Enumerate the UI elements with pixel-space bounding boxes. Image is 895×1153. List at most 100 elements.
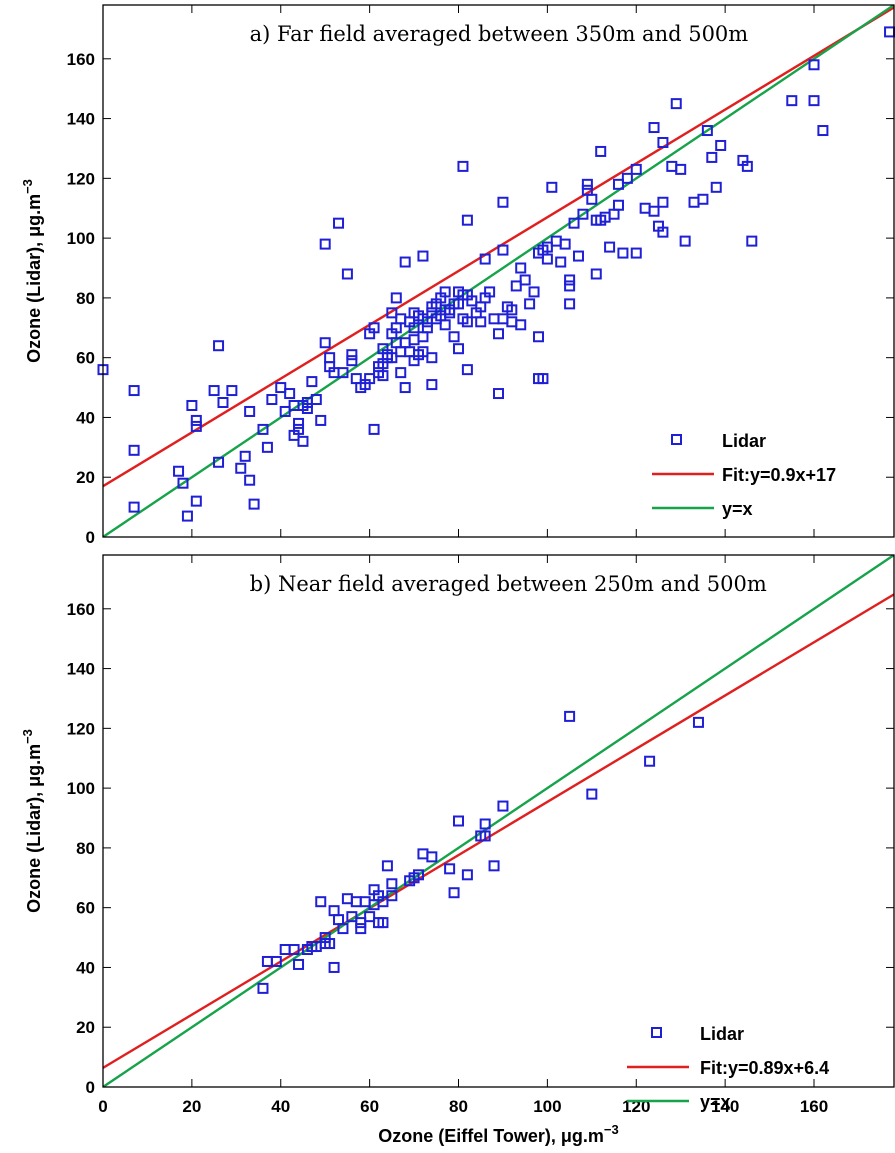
data-point <box>497 244 509 256</box>
data-point <box>421 322 433 334</box>
x-tick-label: 80 <box>449 1097 468 1116</box>
data-point <box>310 394 322 406</box>
data-point <box>657 136 669 148</box>
data-point <box>270 955 282 967</box>
data-point <box>315 896 327 908</box>
chart-title-b: b) Near field averaged between 250m and … <box>250 572 767 596</box>
data-point <box>497 800 509 812</box>
y-axis-label-b: Ozone (Lidar), μg.m−3 <box>20 729 44 913</box>
data-point <box>346 349 358 361</box>
y-tick-label: 0 <box>86 528 95 547</box>
identity-line-b <box>103 555 894 1087</box>
data-point <box>692 716 704 728</box>
data-point <box>604 241 616 253</box>
data-point <box>608 208 620 220</box>
data-point <box>461 869 473 881</box>
data-point <box>341 268 353 280</box>
data-point <box>439 286 451 298</box>
data-point <box>444 863 456 875</box>
data-point <box>479 818 491 830</box>
data-point <box>546 181 558 193</box>
data-point <box>488 313 500 325</box>
y-axis-label-a: Ozone (Lidar), μg.m−3 <box>20 179 44 363</box>
data-point <box>257 982 269 994</box>
data-point <box>457 160 469 172</box>
data-point <box>399 337 411 349</box>
data-point <box>346 355 358 367</box>
legend-label: Fit:y=0.9x+17 <box>722 465 836 485</box>
data-point <box>279 944 291 956</box>
legend-label: y=x <box>700 1092 731 1112</box>
chart-title-a: a) Far field averaged between 350m and 5… <box>250 22 749 46</box>
data-point <box>515 319 527 331</box>
data-point <box>697 193 709 205</box>
data-point <box>377 370 389 382</box>
y-tick-label: 100 <box>67 229 95 248</box>
data-point <box>417 331 429 343</box>
data-point <box>817 125 829 137</box>
data-point <box>786 95 798 107</box>
data-point <box>550 235 562 247</box>
data-point <box>648 122 660 134</box>
data-point <box>261 955 273 967</box>
y-tick-label: 160 <box>67 50 95 69</box>
y-tick-label: 20 <box>76 468 95 487</box>
data-point <box>537 373 549 385</box>
data-point <box>617 247 629 259</box>
data-point <box>453 815 465 827</box>
data-point <box>541 241 553 253</box>
data-point <box>461 364 473 376</box>
data-point <box>475 316 487 328</box>
data-point <box>572 250 584 262</box>
y-tick-label: 120 <box>67 169 95 188</box>
y-tick-label: 60 <box>76 349 95 368</box>
data-point <box>337 923 349 935</box>
data-point <box>213 456 225 468</box>
data-point <box>226 385 238 397</box>
data-point <box>644 755 656 767</box>
data-point <box>555 256 567 268</box>
y-tick-label: 80 <box>76 839 95 858</box>
data-point <box>328 961 340 973</box>
data-point <box>675 163 687 175</box>
data-point <box>395 367 407 379</box>
data-point <box>510 280 522 292</box>
data-point <box>173 465 185 477</box>
data-point <box>217 397 229 409</box>
data-point <box>319 337 331 349</box>
data-point <box>190 414 202 426</box>
data-point <box>288 944 300 956</box>
data-point <box>413 869 425 881</box>
x-axis-label-sup: −3 <box>604 1122 619 1137</box>
data-point <box>590 268 602 280</box>
data-point <box>586 788 598 800</box>
data-point <box>395 313 407 325</box>
data-point <box>506 304 518 316</box>
data-point <box>417 346 429 358</box>
data-point <box>293 958 305 970</box>
data-point <box>710 181 722 193</box>
data-point <box>497 196 509 208</box>
data-point <box>741 160 753 172</box>
data-point <box>368 423 380 435</box>
data-point <box>630 163 642 175</box>
data-point <box>275 382 287 394</box>
data-point <box>333 914 345 926</box>
data-point <box>399 256 411 268</box>
data-point <box>333 217 345 229</box>
x-tick-label: 160 <box>800 1097 828 1116</box>
data-point <box>564 280 576 292</box>
x-tick-label: 0 <box>98 1097 107 1116</box>
data-point <box>808 95 820 107</box>
data-point <box>244 405 256 417</box>
data-point <box>706 151 718 163</box>
data-point <box>128 444 140 456</box>
y-tick-label: 40 <box>76 408 95 427</box>
data-point <box>453 343 465 355</box>
data-point <box>493 388 504 400</box>
data-point <box>448 887 460 899</box>
data-point <box>408 322 420 334</box>
data-point <box>386 307 398 319</box>
